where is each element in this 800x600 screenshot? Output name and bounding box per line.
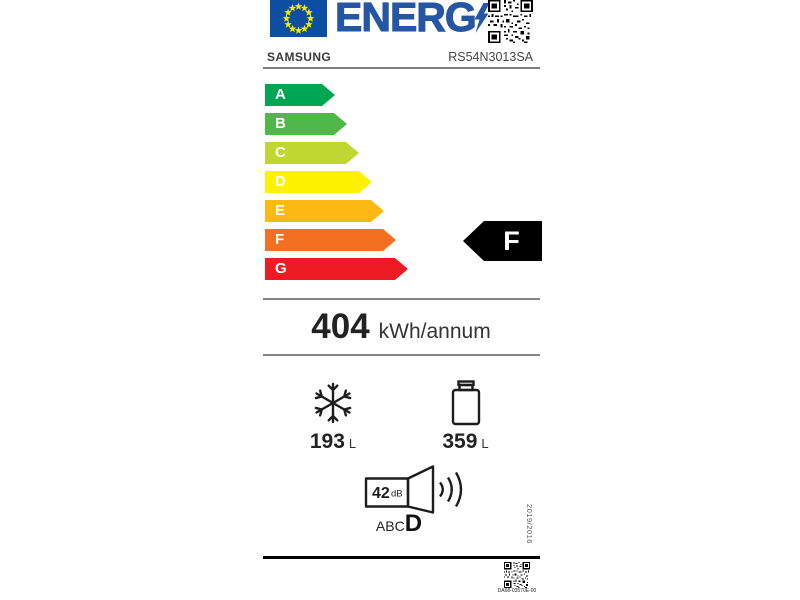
snowflake-icon — [314, 382, 352, 424]
noise-db-value: 42 — [372, 485, 390, 502]
fridge-volume-unit: L — [481, 436, 489, 451]
qr-code-bottom-icon — [504, 562, 530, 588]
rating-arrow-a: A — [265, 84, 335, 106]
noise-db-unit: dB — [391, 489, 403, 500]
brand-row: SAMSUNG RS54N3013SA — [267, 50, 533, 64]
rating-arrow-letter: D — [275, 173, 286, 190]
energ-logo-text: ENERG — [335, 0, 478, 40]
fridge-volume-value: 359 — [442, 430, 478, 453]
freezer-volume-unit: L — [348, 436, 357, 451]
freezer-compartment: 193 L — [283, 380, 383, 454]
rating-arrow-letter: G — [275, 260, 287, 277]
rating-arrow-g: G — [265, 258, 408, 280]
bottle-icon — [451, 380, 480, 426]
rating-arrow-f: F — [265, 229, 396, 251]
rating-arrow-letter: B — [275, 115, 286, 132]
noise-class-row: ABC D — [359, 512, 439, 536]
regulation-reference: 2019/2016 — [525, 504, 534, 544]
rating-arrow-e: E — [265, 200, 384, 222]
eu-flag-icon — [270, 0, 327, 37]
energy-consumption: 404 kWh/annum — [261, 307, 541, 347]
selected-class-letter: F — [503, 225, 520, 256]
divider — [263, 67, 540, 69]
fridge-compartment: 359 L — [413, 380, 518, 454]
noise-class-letter: D — [404, 510, 423, 537]
qr-code-top-icon — [488, 0, 533, 43]
model-number: RS54N3013SA — [448, 50, 533, 64]
energy-value: 404 — [311, 307, 370, 346]
speaker-icon: 42 dB — [364, 465, 463, 514]
noise-scale-letters: ABC — [375, 518, 405, 534]
selected-class-arrow: F — [463, 221, 542, 261]
rating-arrow-letter: E — [275, 202, 286, 219]
divider — [263, 354, 540, 356]
fridge-volume: 359 L — [442, 430, 488, 454]
rating-arrow-b: B — [265, 113, 347, 135]
freezer-volume-value: 193 — [309, 430, 345, 453]
freezer-volume: 193 L — [310, 430, 356, 454]
rating-arrow-c: C — [265, 142, 359, 164]
divider — [263, 298, 540, 300]
rating-arrow-letter: F — [275, 231, 285, 248]
divider — [263, 556, 540, 559]
lightning-bolt-icon — [474, 3, 490, 33]
rating-arrow-d: D — [265, 171, 372, 193]
rating-arrow-letter: C — [275, 144, 286, 161]
energy-unit: kWh/annum — [378, 320, 491, 343]
rating-arrow-letter: A — [275, 86, 286, 103]
supplier-name: SAMSUNG — [267, 50, 332, 64]
part-number: DA68-03570E-00 — [497, 588, 537, 594]
